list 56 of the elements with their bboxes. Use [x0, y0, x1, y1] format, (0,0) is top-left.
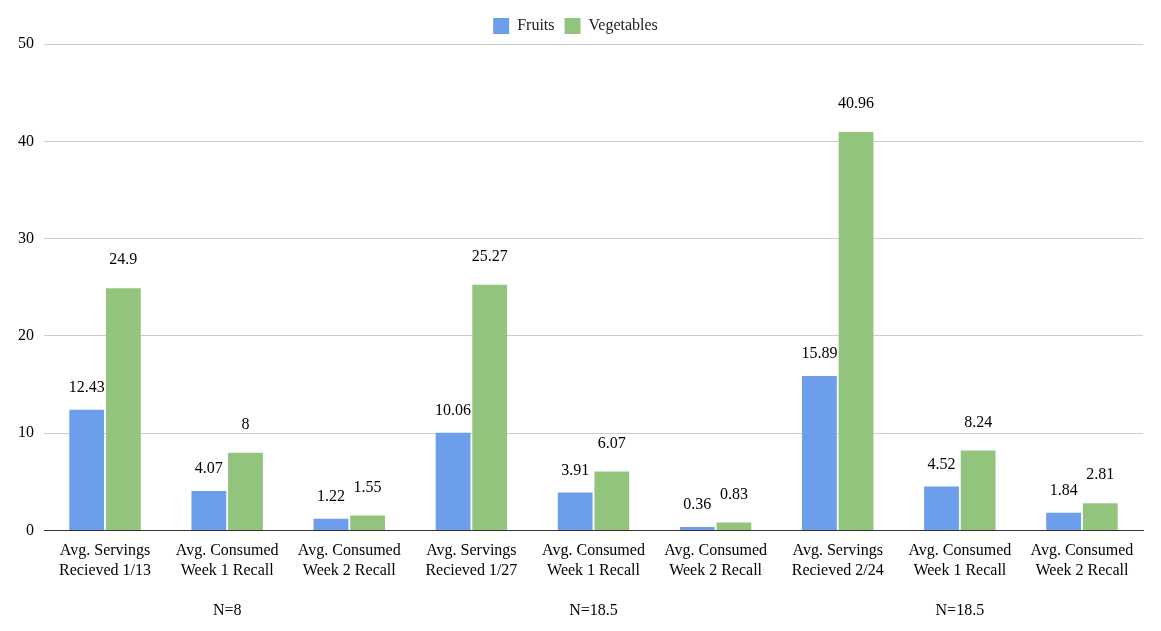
data-label: 15.89: [801, 344, 838, 362]
y-tick-label: 0: [26, 520, 34, 538]
y-tick-label: 40: [18, 131, 34, 149]
data-label: 25.27: [471, 246, 508, 264]
data-label: 10.06: [435, 400, 472, 418]
bar: [924, 486, 959, 531]
bar: [679, 527, 715, 531]
x-tick-label: Avg. Servings Recieved 1/27: [425, 541, 518, 578]
y-tick-label: 10: [18, 423, 34, 441]
x-tick-label: Avg. Consumed Week 2 Recall: [297, 541, 401, 578]
bar: [960, 450, 996, 531]
bar: [716, 522, 752, 531]
data-label: 6.07: [597, 433, 626, 451]
data-label: 2.81: [1086, 465, 1115, 483]
y-tick-label: 30: [18, 228, 34, 246]
data-label: 1.84: [1049, 480, 1078, 498]
x-tick-label: Avg. Servings Recieved 2/24: [791, 541, 884, 578]
bar: [191, 490, 227, 531]
bar: [472, 284, 508, 531]
y-tick-label: 50: [18, 34, 34, 52]
data-label: 0.36: [683, 495, 712, 513]
bar: [838, 131, 874, 531]
bar: [105, 288, 141, 531]
x-tick-label: Avg. Servings Recieved 1/13: [59, 541, 152, 578]
bar: [802, 375, 837, 531]
x-tick-label: Avg. Consumed Week 2 Recall: [1030, 541, 1134, 578]
x-tick-label: Avg. Consumed Week 1 Recall: [175, 541, 279, 578]
bar: [228, 452, 263, 531]
text: N=18.5: [935, 601, 985, 619]
bar: [69, 409, 105, 531]
data-label: 4.52: [927, 454, 956, 472]
x-tick-label: Avg. Consumed Week 2 Recall: [664, 541, 768, 578]
data-label: 4.07: [194, 459, 223, 477]
data-label: 1.22: [316, 486, 345, 504]
text: N=18.5: [569, 601, 618, 619]
x-tick-label: Avg. Consumed Week 1 Recall: [542, 541, 645, 578]
data-label: 8: [241, 414, 250, 432]
y-tick-label: 20: [18, 326, 34, 344]
data-label: 24.9: [109, 250, 138, 268]
text: N=8: [212, 601, 242, 619]
bar: [350, 515, 385, 531]
data-label: 3.91: [561, 460, 590, 478]
legend-label: Fruits: [517, 16, 555, 34]
data-label: 1.55: [353, 477, 382, 495]
data-label: 40.96: [838, 94, 875, 112]
x-tick-label: Avg. Consumed Week 1 Recall: [908, 541, 1012, 578]
bar: [1046, 512, 1082, 531]
bar: [1082, 503, 1118, 531]
bar: [557, 492, 593, 531]
bar: [594, 471, 630, 531]
bar: [435, 432, 471, 531]
data-label: 12.43: [68, 377, 105, 395]
data-label: 8.24: [964, 412, 993, 430]
legend-label: Vegetables: [588, 16, 658, 35]
bar: [313, 518, 349, 531]
data-label: 0.83: [719, 484, 748, 502]
